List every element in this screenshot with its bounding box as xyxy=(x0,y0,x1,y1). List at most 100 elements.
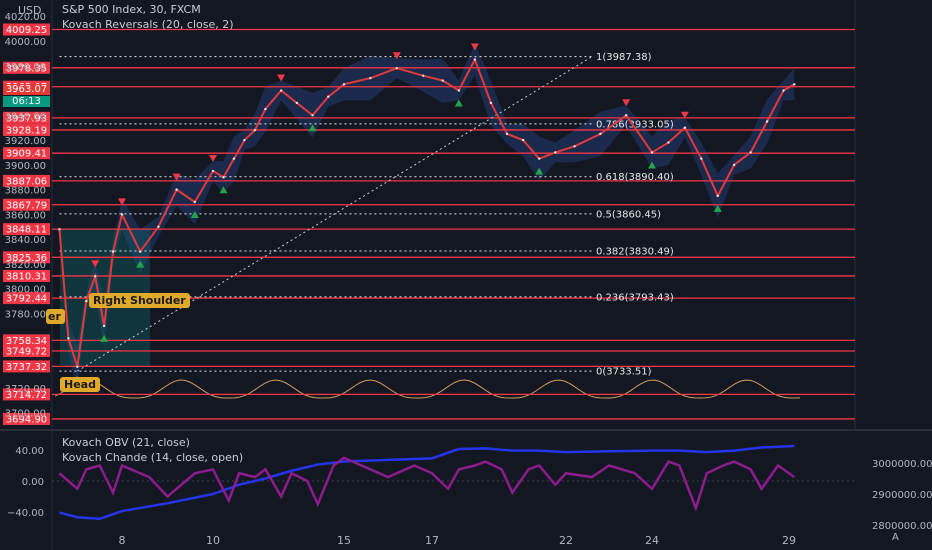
price-point xyxy=(765,120,769,123)
price-point xyxy=(111,250,115,253)
sell-marker xyxy=(118,198,126,206)
resistance-label: 3848.11 xyxy=(6,225,47,236)
resistance-badge xyxy=(3,360,50,373)
price-point xyxy=(58,228,61,231)
price-point xyxy=(667,141,670,144)
resistance-badge xyxy=(3,412,50,425)
sell-marker xyxy=(680,111,689,119)
y-tick-label: 3800.00 xyxy=(5,285,46,296)
resistance-badge xyxy=(3,61,50,74)
price-point xyxy=(175,188,178,191)
resistance-badge xyxy=(3,292,50,305)
x-tick-label: 8 xyxy=(119,534,126,547)
symbol-legend[interactable]: S&P 500 Index, 30, FXCM xyxy=(62,3,201,16)
fib-label: 0(3733.51) xyxy=(596,367,652,378)
x-tick-label: 24 xyxy=(645,534,659,547)
price-point xyxy=(749,151,752,154)
price-point xyxy=(793,83,796,86)
resistance-label: 3758.34 xyxy=(6,336,47,347)
price-point xyxy=(650,151,654,154)
price-point xyxy=(67,337,70,340)
price-point xyxy=(683,126,687,129)
y-tick-label: 3840.00 xyxy=(5,235,46,246)
sell-marker xyxy=(392,52,401,60)
fib-label: 0.5(3860.45) xyxy=(596,209,661,220)
price-point xyxy=(102,324,106,328)
right-shoulder-annotation[interactable]: Right Shoulder xyxy=(89,293,190,308)
fib-label: 0.786(3933.05) xyxy=(596,119,674,130)
sell-marker xyxy=(277,74,286,82)
sell-marker xyxy=(622,99,631,107)
sell-marker xyxy=(209,155,217,163)
volume-oscillator xyxy=(54,379,801,399)
y-tick-label: 3700.00 xyxy=(5,409,46,420)
price-series xyxy=(58,57,796,368)
price-point xyxy=(554,151,557,154)
buy-marker xyxy=(219,186,228,194)
y-tick-label: 3920.00 xyxy=(5,136,46,147)
resistance-label: 3825.36 xyxy=(6,253,47,264)
y-tick-label: 3980.00 xyxy=(5,62,46,73)
x-tick-label: 17 xyxy=(425,534,439,547)
head-annotation[interactable]: Head xyxy=(60,377,100,392)
chande-legend[interactable]: Kovach Chande (14, close, open) xyxy=(62,451,244,464)
resistance-label: 3749.72 xyxy=(6,347,47,358)
price-point xyxy=(279,89,283,92)
buy-marker xyxy=(535,167,544,175)
price-point xyxy=(733,163,736,167)
price-point xyxy=(295,101,299,105)
price-point xyxy=(521,138,525,142)
resistance-label: 3937.93 xyxy=(6,113,47,124)
y-tick-label: 3720.00 xyxy=(5,384,46,395)
resistance-label: 3887.06 xyxy=(6,176,47,187)
resistance-label: 3978.35 xyxy=(6,63,47,74)
resistance-label: 3810.31 xyxy=(6,271,47,282)
resistance-label: 3737.32 xyxy=(6,362,47,373)
resistance-label: 3867.79 xyxy=(6,200,47,211)
price-point xyxy=(342,83,346,86)
y-tick-label: 3780.00 xyxy=(5,310,46,321)
fib-label: 1(3987.38) xyxy=(596,52,652,63)
buy-marker xyxy=(648,161,656,169)
y-tick-label: 3880.00 xyxy=(5,186,46,197)
resistance-badge xyxy=(3,388,50,401)
lower-left-tick: 40.00 xyxy=(15,446,44,457)
price-point xyxy=(599,132,602,136)
price-point xyxy=(457,89,460,92)
price-point xyxy=(395,67,398,70)
fib-anchor-line xyxy=(77,56,593,372)
y-tick-label: 4020.00 xyxy=(5,12,46,23)
lower-left-tick: 0.00 xyxy=(22,477,44,488)
obv-legend[interactable]: Kovach OBV (21, close) xyxy=(62,436,190,449)
fib-label: 0.618(3890.40) xyxy=(596,172,674,183)
auto-scale-button[interactable]: A xyxy=(892,532,899,543)
resistance-badge xyxy=(3,23,50,36)
x-tick-label: 29 xyxy=(782,534,796,547)
price-point xyxy=(441,79,444,82)
resistance-badge xyxy=(3,334,50,347)
indicator-legend[interactable]: Kovach Reversals (20, close, 2) xyxy=(62,18,234,31)
bar-countdown-badge: 06:13 xyxy=(3,96,50,107)
resistance-label: 3714.72 xyxy=(6,390,47,401)
lower-pane xyxy=(52,444,855,521)
resistance-label: 3694.90 xyxy=(6,414,47,425)
resistance-badge xyxy=(3,269,50,282)
resistance-badge xyxy=(3,174,50,187)
lower-right-tick: 2900000.00 xyxy=(872,490,932,501)
price-point xyxy=(538,157,541,160)
price-point xyxy=(94,275,97,278)
left-shoulder-annotation[interactable]: er xyxy=(46,309,65,324)
y-tick-label: 3820.00 xyxy=(5,260,46,271)
sell-marker xyxy=(470,43,479,51)
resistance-label: 3928.19 xyxy=(6,125,47,136)
resistance-badge xyxy=(3,147,50,160)
fibonacci-levels: 1(3987.38) 0.786(3933.05) 0.618(3890.40) 0.… xyxy=(59,52,674,378)
price-point xyxy=(76,365,79,368)
resistance-badge xyxy=(3,251,50,264)
buy-marker xyxy=(713,204,722,212)
resistance-label: 4009.25 xyxy=(6,25,47,36)
